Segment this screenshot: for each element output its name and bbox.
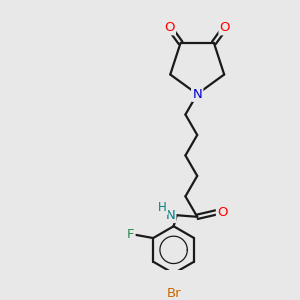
Text: N: N	[192, 88, 202, 100]
Text: O: O	[164, 21, 175, 34]
Text: N: N	[165, 209, 175, 222]
Text: Br: Br	[166, 287, 181, 300]
Text: O: O	[220, 21, 230, 34]
Text: O: O	[217, 206, 228, 219]
Text: F: F	[127, 228, 134, 242]
Text: H: H	[158, 201, 167, 214]
